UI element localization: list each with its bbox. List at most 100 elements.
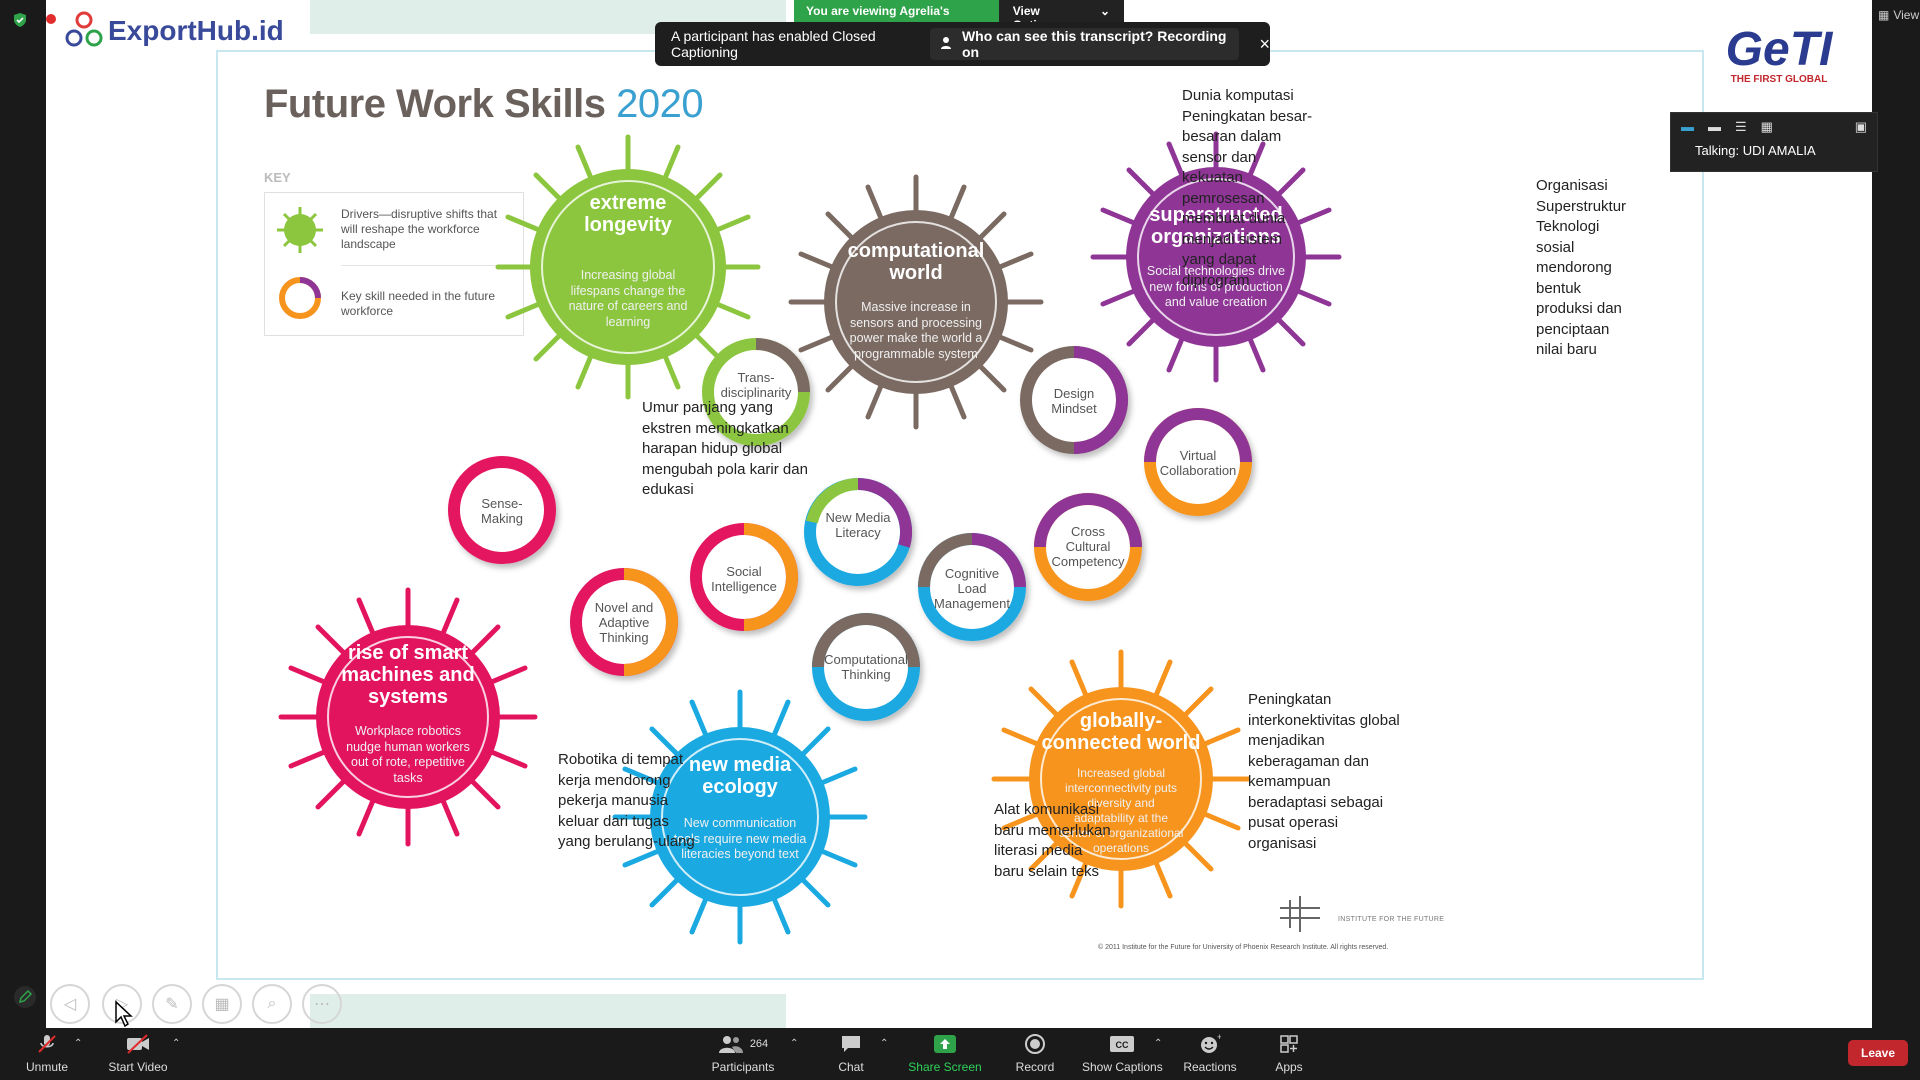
start-video-label: Start Video xyxy=(108,1060,168,1074)
video-options-caret-icon[interactable]: ⌃ xyxy=(172,1038,181,1049)
split-view-icon[interactable]: ☰ xyxy=(1735,119,1747,134)
annotate-pencil-icon[interactable] xyxy=(14,986,36,1008)
reactions-button[interactable]: + Reactions xyxy=(1180,1032,1240,1074)
reactions-icon: + xyxy=(1180,1032,1240,1056)
skill-ring-virtual xyxy=(1144,408,1252,516)
grid-tool-icon[interactable]: ▦ xyxy=(202,984,242,1024)
close-icon[interactable]: × xyxy=(1259,33,1270,54)
skill-ring-sense xyxy=(448,456,556,564)
share-screen-icon xyxy=(906,1032,984,1056)
skill-design-label: Design Mindset xyxy=(1051,386,1097,416)
single-view-icon[interactable]: ▬ xyxy=(1708,119,1721,134)
mouse-cursor-icon xyxy=(114,1000,134,1028)
skill-ring-newmedia xyxy=(804,477,913,586)
cc-question: Who can see this transcript? Recording o… xyxy=(961,28,1227,60)
slide-title: Future Work Skills 2020 xyxy=(264,82,704,127)
viewing-label: You are viewing Agrelia's screen xyxy=(794,0,999,32)
driver-longevity-desc: Increasing global lifespans change the n… xyxy=(568,268,688,329)
leave-button[interactable]: Leave xyxy=(1848,1040,1908,1066)
slide-title-text: Future Work Skills xyxy=(264,82,606,126)
shared-screen: ExportHub.id GeTI THE FIRST GLOBAL Futur… xyxy=(46,0,1872,1028)
driver-computational-desc: Massive increase in sensors and processi… xyxy=(849,300,983,361)
unmute-button[interactable]: Unmute xyxy=(22,1032,72,1074)
driver-globally-title: globally-connected world xyxy=(1041,710,1201,754)
note-robotika: Robotika di tempat kerja mendorong peker… xyxy=(558,751,695,850)
chevron-down-icon: ⌄ xyxy=(1099,4,1110,18)
iftf-logo-icon xyxy=(1280,896,1320,932)
skill-cross-label: Cross Cultural Competency xyxy=(1051,524,1125,569)
apps-label: Apps xyxy=(1275,1060,1303,1074)
skill-virtual-label: Virtual Collaboration xyxy=(1159,448,1237,478)
skill-trans-label: Trans-disciplinarity xyxy=(720,370,792,400)
show-captions-label: Show Captions xyxy=(1082,1060,1163,1074)
skill-ring-design xyxy=(1020,346,1128,454)
record-label: Record xyxy=(1015,1060,1055,1074)
view-options-button[interactable]: View Options ⌄ xyxy=(998,0,1124,32)
participants-button[interactable]: 264 Participants xyxy=(708,1032,778,1074)
minimize-icon[interactable]: ▬ xyxy=(1681,119,1694,134)
share-screen-button[interactable]: Share Screen xyxy=(906,1032,984,1074)
geti-logo: GeTI THE FIRST GLOBAL xyxy=(1714,23,1844,86)
participants-caret-icon[interactable]: ⌃ xyxy=(790,1038,799,1049)
record-button[interactable]: Record xyxy=(1010,1032,1060,1074)
driver-globally-desc: Increased global interconnectivity puts … xyxy=(1058,766,1184,855)
exporthub-logo-text: ExportHub.id xyxy=(108,15,284,46)
svg-text:CC: CC xyxy=(1116,1040,1129,1050)
driver-new-media-shape xyxy=(612,689,868,945)
slide-graphics xyxy=(278,131,1342,945)
svg-text:+: + xyxy=(1217,1033,1221,1042)
bottom-strip xyxy=(310,994,786,1028)
unmute-label: Unmute xyxy=(25,1060,69,1074)
record-icon xyxy=(1010,1032,1060,1056)
note-komputasi: Dunia komputasi Peningkatan besar- besar… xyxy=(1182,87,1313,289)
slide: Future Work Skills 2020 KEY Drivers—disr… xyxy=(216,50,1704,980)
skill-ring-social xyxy=(690,523,798,631)
chat-caret-icon[interactable]: ⌃ xyxy=(880,1038,889,1049)
apps-button[interactable]: Apps xyxy=(1264,1032,1314,1074)
geti-logo-text: GeTI xyxy=(1725,23,1833,76)
meeting-toolbar: Unmute ⌃ Start Video ⌃ 264 Participants … xyxy=(0,1028,1920,1080)
captions-caret-icon[interactable]: ⌃ xyxy=(1154,1038,1163,1049)
note-peningkatan: Peningkatan interkonektivitas global men… xyxy=(1248,691,1400,852)
user-icon xyxy=(940,36,954,53)
driver-new-media-desc: New communication tools require new medi… xyxy=(673,816,807,862)
chat-button[interactable]: Chat xyxy=(826,1032,876,1074)
note-organisasi: Organisasi Superstruktur Teknologi sosia… xyxy=(1536,177,1627,358)
skill-ring-novel xyxy=(570,568,678,676)
more-tool-icon[interactable]: ⋯ xyxy=(302,984,342,1024)
audio-options-caret-icon[interactable]: ⌃ xyxy=(74,1038,83,1049)
prev-slide-icon[interactable]: ◁ xyxy=(50,984,90,1024)
zoom-tool-icon[interactable]: ⌕ xyxy=(252,984,292,1024)
skill-cognitive-label: Cognitive Load Management xyxy=(934,566,1010,611)
recording-indicator-icon xyxy=(46,14,56,24)
gallery-view-icon[interactable]: ▦ xyxy=(1760,119,1773,134)
participants-label: Participants xyxy=(711,1060,775,1074)
skill-comp-thinking-label: Computational Thinking xyxy=(824,652,908,682)
driver-globally-shape xyxy=(991,649,1251,909)
driver-key-icon xyxy=(277,207,323,253)
skill-key-icon xyxy=(279,277,321,319)
key-title: KEY xyxy=(264,170,291,185)
start-video-button[interactable]: Start Video xyxy=(106,1032,170,1074)
cc-transcript-button[interactable]: Who can see this transcript? Recording o… xyxy=(929,28,1240,60)
skill-sense-label: Sense-Making xyxy=(481,496,523,526)
cc-banner: A participant has enabled Closed Caption… xyxy=(655,22,1270,66)
exporthub-logo: ExportHub.id xyxy=(64,10,284,52)
video-off-icon xyxy=(106,1032,170,1056)
pen-tool-icon[interactable]: ✎ xyxy=(152,984,192,1024)
share-screen-label: Share Screen xyxy=(908,1060,982,1074)
driver-smart-machines-title: rise of smart machines and systems xyxy=(341,642,475,708)
view-button[interactable]: ▦ View xyxy=(1878,8,1919,22)
captions-icon: CC xyxy=(1082,1032,1162,1056)
popout-icon[interactable]: ▣ xyxy=(1854,119,1867,134)
chat-icon xyxy=(826,1032,876,1056)
participants-icon: 264 xyxy=(708,1032,778,1056)
exporthub-logo-icon xyxy=(65,11,103,47)
show-captions-button[interactable]: CC Show Captions xyxy=(1082,1032,1163,1074)
key-driver-text: Drivers—disruptive shifts that will resh… xyxy=(341,207,498,251)
key-box: Drivers—disruptive shifts that will resh… xyxy=(264,192,524,336)
talking-panel: ▬ ▬ ☰ ▦ ▣ Talking: UDI AMALIA xyxy=(1670,112,1878,172)
driver-superstructed-desc: Social technologies drive new forms of p… xyxy=(1146,264,1286,310)
driver-new-media-title: new media ecology xyxy=(688,754,792,798)
slide-title-year: 2020 xyxy=(616,82,704,126)
